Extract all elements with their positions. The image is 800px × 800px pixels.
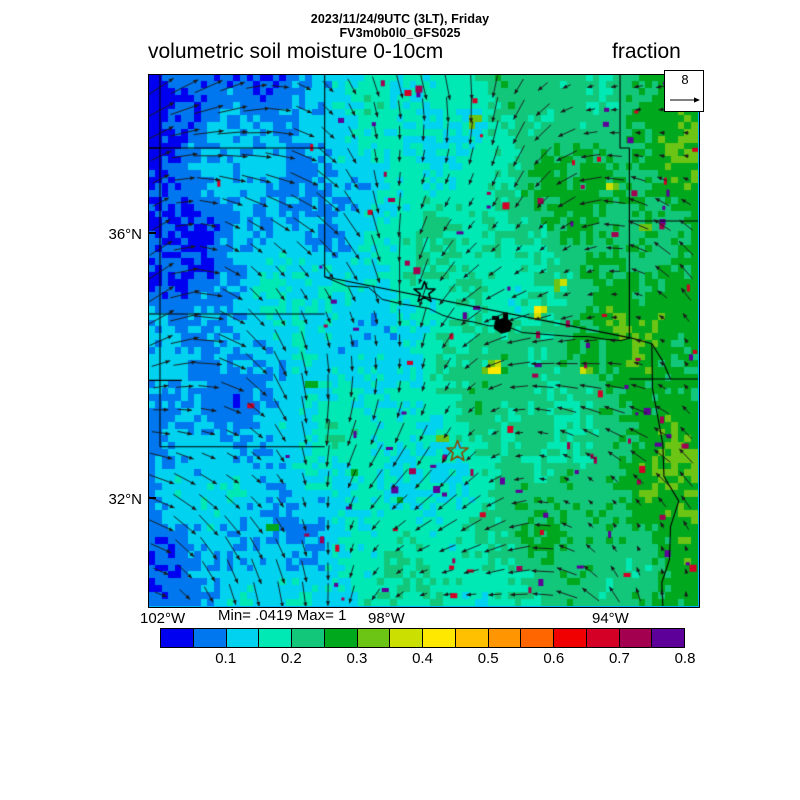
soil-moisture-raster xyxy=(149,75,698,606)
title-datetime: 2023/11/24/9UTC (3LT), Friday xyxy=(310,12,490,26)
colorbar-tick-labels: 0.1 0.2 0.3 0.4 0.5 0.6 0.7 0.8 xyxy=(160,650,695,670)
colorbar-tick-0.5: 0.5 xyxy=(477,650,499,667)
colorbar-segment-12 xyxy=(554,629,587,647)
arrow-right-icon xyxy=(670,97,700,103)
lat-label-32n: 32°N xyxy=(108,491,142,508)
colorbar-segment-13 xyxy=(586,629,620,647)
wind-reference-legend: 8 xyxy=(664,70,704,112)
colorbar-tick-0.3: 0.3 xyxy=(346,650,368,667)
colorbar-tick-0.4: 0.4 xyxy=(412,650,433,667)
colorbar-segment-7 xyxy=(390,629,423,647)
colorbar-segment-5 xyxy=(324,629,358,647)
lon-label-102w: 102°W xyxy=(140,610,186,627)
colorbar-segment-9 xyxy=(455,629,489,647)
colorbar-segment-3 xyxy=(259,629,292,647)
map-plot-area[interactable] xyxy=(148,74,700,608)
colorbar[interactable] xyxy=(160,628,685,648)
colorbar-tick-0.8: 0.8 xyxy=(674,650,696,667)
colorbar-segment-15 xyxy=(652,629,684,647)
colorbar-segment-1 xyxy=(193,629,227,647)
colorbar-tick-0.7: 0.7 xyxy=(608,650,630,667)
lon-label-94w: 94°W xyxy=(592,610,629,627)
colorbar-segment-2 xyxy=(226,629,260,647)
units-label: fraction xyxy=(612,40,681,63)
colorbar-tick-0.2: 0.2 xyxy=(280,650,302,667)
title-model: FV3m0b0l0_GFS025 xyxy=(339,26,461,40)
colorbar-segment-0 xyxy=(161,629,194,647)
colorbar-segment-4 xyxy=(292,629,325,647)
min-max-label: Min= .0419 Max= 1 xyxy=(218,607,347,624)
colorbar-tick-0.6: 0.6 xyxy=(543,650,565,667)
colorbar-tick-0.1: 0.1 xyxy=(215,650,237,667)
lon-label-98w: 98°W xyxy=(368,610,405,627)
lat-label-36n: 36°N xyxy=(108,226,142,243)
title-block: 2023/11/24/9UTC (3LT), Friday FV3m0b0l0_… xyxy=(0,12,800,40)
page-title: volumetric soil moisture 0-10cm xyxy=(148,40,444,63)
lat-tick-32n xyxy=(148,497,156,499)
lat-tick-36n xyxy=(148,232,156,234)
colorbar-segment-14 xyxy=(619,629,653,647)
colorbar-segment-11 xyxy=(521,629,554,647)
colorbar-segment-10 xyxy=(488,629,522,647)
wind-reference-value: 8 xyxy=(681,72,689,87)
colorbar-segment-6 xyxy=(357,629,391,647)
colorbar-segment-8 xyxy=(423,629,456,647)
